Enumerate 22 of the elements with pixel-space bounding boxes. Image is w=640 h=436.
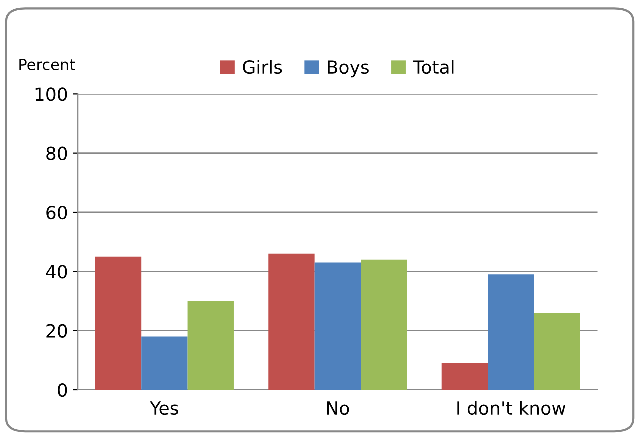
y-tick-label: 100 bbox=[36, 88, 68, 102]
y-tick-label: 20 bbox=[46, 324, 68, 338]
legend-label: Girls bbox=[243, 60, 282, 74]
y-tick-label: 60 bbox=[46, 206, 68, 220]
legend-label: Boys bbox=[328, 60, 369, 78]
bar bbox=[95, 256, 142, 390]
bar bbox=[488, 274, 534, 390]
bar bbox=[268, 254, 315, 390]
bar bbox=[188, 301, 234, 390]
x-tick-label: I don't know bbox=[458, 401, 566, 416]
y-tick-label: 40 bbox=[46, 265, 68, 279]
bar bbox=[361, 260, 408, 390]
bar bbox=[314, 262, 362, 390]
y-axis-title: Percent bbox=[20, 59, 76, 71]
y-tick-label: 0 bbox=[58, 383, 68, 398]
bar bbox=[442, 363, 488, 390]
bar bbox=[142, 336, 188, 390]
y-tick-label: 80 bbox=[46, 146, 68, 160]
legend-label: Total bbox=[413, 60, 454, 74]
x-tick-label: No bbox=[327, 402, 350, 416]
x-tick-label: Yes bbox=[150, 402, 178, 416]
bar bbox=[534, 313, 580, 390]
